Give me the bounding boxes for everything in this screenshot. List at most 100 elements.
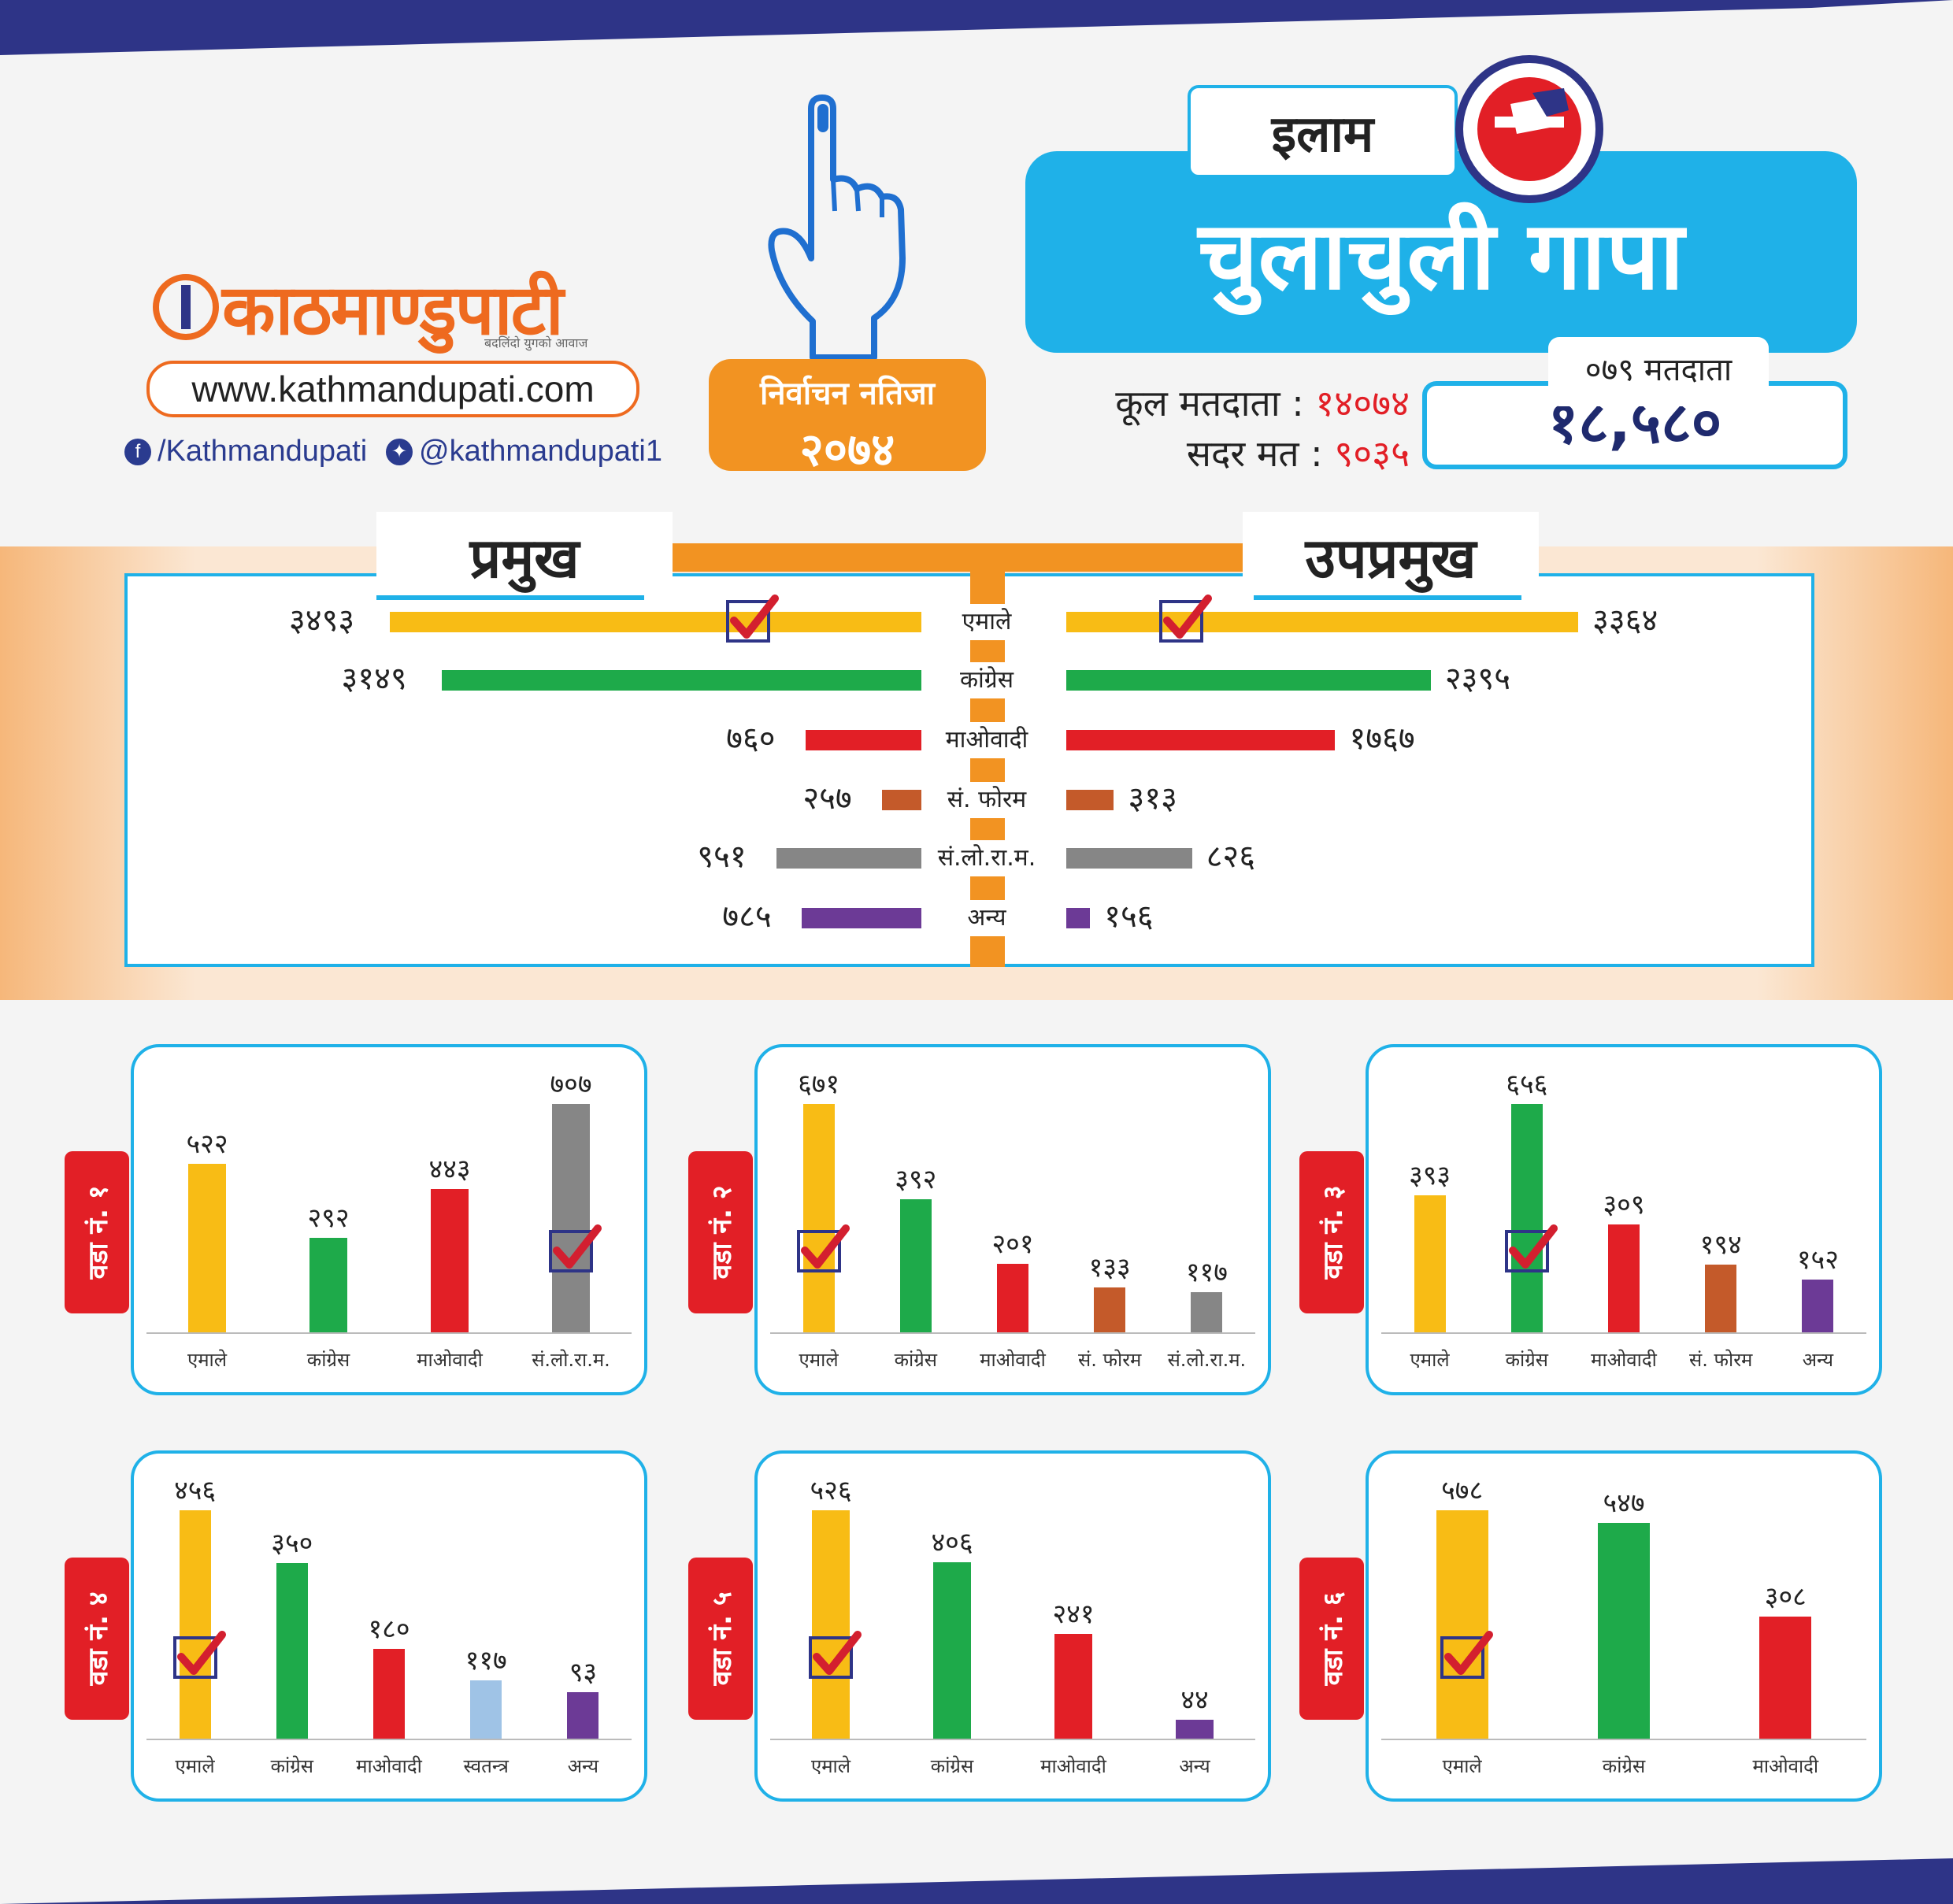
ward-category-label: एमाले xyxy=(187,1349,228,1371)
deputy-bar xyxy=(1066,730,1336,750)
chief-bar xyxy=(442,670,921,691)
ward-bar-value: ४४३ xyxy=(428,1154,471,1186)
ward-category-label: माओवादी xyxy=(1040,1755,1106,1777)
facebook-icon: f xyxy=(124,438,151,465)
ward-bar-value: ५२६ xyxy=(810,1475,852,1506)
voter-stats: कूल मतदाता : १४०७४ सदर मत : ९०३५ xyxy=(1115,382,1410,475)
ward-card xyxy=(1366,1044,1882,1395)
ward-tag: वडा नं. ३ xyxy=(1299,1151,1364,1313)
chief-label: प्रमुख xyxy=(376,512,673,605)
chief-winner-check-icon xyxy=(726,595,779,643)
ward-bar-value: ३५० xyxy=(271,1528,313,1560)
ward-bar-value: ११७ xyxy=(1185,1257,1228,1289)
brand-logo: काठमाण्डुपाटी xyxy=(150,268,564,350)
deputy-bar-value: १७६७ xyxy=(1349,720,1415,757)
ward-bar xyxy=(1054,1634,1092,1739)
ward-bar-value: ५७८ xyxy=(1441,1475,1484,1506)
ward-tag: वडा नं. ५ xyxy=(688,1558,753,1720)
ward-bar xyxy=(431,1189,469,1332)
ward-bar-value: २९२ xyxy=(307,1202,350,1235)
ward-bar-value: ४५६ xyxy=(174,1475,217,1506)
chief-bar-value: ७६० xyxy=(726,720,776,757)
election-result-badge: निर्वाचन नतिजा २०७४ xyxy=(709,359,986,476)
party-label: अन्य xyxy=(936,900,1038,936)
deputy-bar-value: १५६ xyxy=(1104,898,1154,935)
ward-tag: वडा नं. १ xyxy=(65,1151,129,1313)
logo-mark-icon xyxy=(153,274,219,340)
ward-bar xyxy=(188,1163,226,1332)
ward-bar-value: १५२ xyxy=(1796,1243,1839,1276)
ward-bar xyxy=(1176,1719,1214,1739)
ward-baseline xyxy=(146,1332,632,1334)
ward-category-label: माओवादी xyxy=(980,1349,1046,1371)
chief-bar xyxy=(390,612,921,632)
ward-category-label: कांग्रेस xyxy=(894,1349,937,1371)
chief-underline xyxy=(376,595,644,600)
ward-bar xyxy=(812,1510,850,1739)
ward-bar xyxy=(179,1510,211,1739)
ward-category-label: कांग्रेस xyxy=(306,1349,350,1371)
ward-bar-value: ३९२ xyxy=(895,1163,937,1195)
ward-tag: वडा नं. ४ xyxy=(65,1558,129,1720)
result-year: २०७४ xyxy=(799,423,895,476)
ward-category-label: अन्य xyxy=(1179,1755,1210,1777)
chief-bar-value: २५७ xyxy=(802,780,852,817)
ward-category-label: माओवादी xyxy=(1591,1349,1657,1371)
ward-bar xyxy=(1094,1287,1126,1332)
ward-card xyxy=(131,1450,647,1802)
ward-baseline xyxy=(146,1739,632,1740)
chief-bar xyxy=(882,790,921,810)
chief-bar xyxy=(776,848,921,869)
connector-bar xyxy=(630,543,1260,572)
ward-bar-value: ६७१ xyxy=(798,1069,840,1100)
ward-bar xyxy=(276,1563,308,1739)
ward-category-label: कांग्रेस xyxy=(1602,1755,1646,1777)
ward-baseline xyxy=(1381,1332,1866,1334)
deputy-bar-value: २३९५ xyxy=(1444,661,1511,697)
valid-votes-label: सदर मत xyxy=(1186,432,1299,475)
ward-winner-check-icon xyxy=(796,1224,850,1272)
ward-bar-value: २४१ xyxy=(1052,1598,1095,1631)
party-label: कांग्रेस xyxy=(936,662,1038,698)
ballot-icon xyxy=(1455,55,1603,203)
ward-category-label: माओवादी xyxy=(1752,1755,1819,1777)
result-label: निर्वाचन नतिजा xyxy=(759,376,936,412)
ward-category-label: एमाले xyxy=(175,1755,215,1777)
party-label: सं. फोरम xyxy=(936,782,1038,818)
ward-label: वडा नं. २ xyxy=(706,1185,738,1280)
ward-bar xyxy=(309,1238,347,1332)
deputy-bar xyxy=(1066,790,1114,810)
logo-tagline: बदलिंदो युगको आवाज xyxy=(484,335,588,350)
ward-label: वडा नं. ४ xyxy=(83,1591,114,1686)
ward-bar-value: ३९३ xyxy=(1409,1160,1451,1192)
deputy-underline xyxy=(1254,595,1521,600)
website-link[interactable]: www.kathmandupati.com xyxy=(146,361,639,417)
top-band xyxy=(0,0,1953,55)
ward-bar-value: १९४ xyxy=(1699,1229,1742,1261)
ward-bar-value: ६५६ xyxy=(1506,1069,1548,1100)
ward-bar xyxy=(1191,1292,1223,1332)
ward-bar-value: ५४७ xyxy=(1603,1487,1645,1519)
deputy-bar xyxy=(1066,670,1431,691)
ward-winner-check-icon xyxy=(809,1630,862,1679)
bottom-band xyxy=(0,1858,1953,1904)
deputy-bar xyxy=(1066,612,1579,632)
twitter-link[interactable]: ✦ @kathmandupati1 xyxy=(386,435,662,469)
ward-category-label: एमाले xyxy=(810,1755,851,1777)
ward-bar xyxy=(899,1198,932,1332)
ward-bar xyxy=(567,1691,599,1739)
deputy-bar-value: ८२६ xyxy=(1206,839,1256,875)
facebook-link[interactable]: f /Kathmandupati xyxy=(124,435,367,469)
twitter-handle: @kathmandupati1 xyxy=(419,435,662,468)
ward-winner-check-icon xyxy=(1440,1630,1493,1679)
finger-icon xyxy=(768,94,906,361)
ward-category-label: सं.लो.रा.म. xyxy=(532,1349,610,1371)
district-label: इलाम xyxy=(1188,85,1458,178)
ward-baseline xyxy=(1381,1739,1866,1740)
ward-bar xyxy=(1802,1279,1834,1332)
ward-category-label: सं. फोरम xyxy=(1078,1349,1142,1371)
valid-votes: ९०३५ xyxy=(1334,432,1410,475)
ward-winner-check-icon xyxy=(172,1630,226,1679)
deputy-bar-value: ३१३ xyxy=(1128,780,1177,817)
ward-category-label: कांग्रेस xyxy=(930,1755,974,1777)
